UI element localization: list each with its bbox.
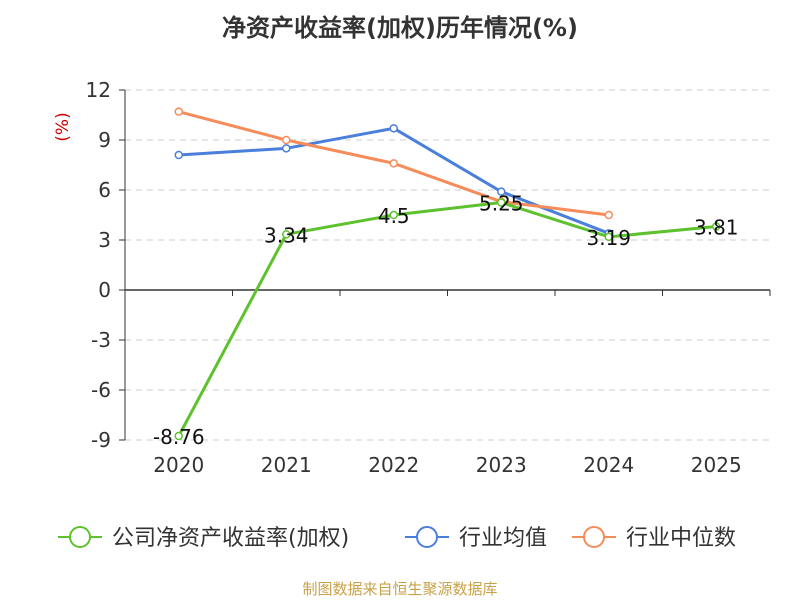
series-point <box>497 198 506 207</box>
series-point <box>389 159 398 168</box>
y-tick-label: 3 <box>98 228 111 252</box>
x-tick-label: 2020 <box>153 453 204 477</box>
footer-source: 制图数据来自恒生聚源数据库 <box>302 580 498 598</box>
x-tick-label: 2022 <box>368 453 419 477</box>
legend-marker-icon <box>583 526 605 548</box>
series-point <box>282 144 291 153</box>
axis-layer: 12 9 6 3 0 -3 -6 -9 2020 2021 2022 2023 2024 2025 <box>86 78 771 477</box>
legend-label: 公司净资产收益率(加权) <box>112 526 349 551</box>
y-tick-label: 0 <box>98 278 111 302</box>
series-point <box>389 210 398 220</box>
series-point <box>604 232 613 242</box>
series-point <box>282 230 291 239</box>
series-point <box>497 187 506 196</box>
x-tick-label: 2024 <box>583 453 634 477</box>
series-point <box>174 150 183 160</box>
y-tick-label: 9 <box>98 128 111 152</box>
grid-layer <box>125 89 770 441</box>
legend-label: 行业均值 <box>459 526 547 551</box>
series-point <box>174 431 183 441</box>
series-point <box>712 222 721 231</box>
chart-title: 净资产收益率(加权)历年情况(%) <box>222 14 578 42</box>
x-tick-label: 2021 <box>261 453 312 477</box>
legend-item[interactable]: 行业中位数 <box>572 526 736 551</box>
y-tick-label: 6 <box>98 178 111 202</box>
legend-marker-icon <box>69 526 91 548</box>
series-point <box>604 210 613 220</box>
y-tick-label: 12 <box>86 78 111 102</box>
x-tick-label: 2025 <box>691 453 742 477</box>
legend-item[interactable]: 行业均值 <box>405 526 547 551</box>
y-axis-label: (%) <box>53 112 73 141</box>
legend-label: 行业中位数 <box>626 526 736 551</box>
series-point <box>174 107 183 116</box>
y-tick-label: -9 <box>91 428 111 452</box>
data-label: 5.25 <box>479 192 524 216</box>
data-label-layer: -8.76 3.34 4.5 5.25 3.19 3.81 <box>153 192 739 450</box>
data-label: 3.81 <box>694 216 739 240</box>
series-point <box>389 124 398 133</box>
data-label: 3.19 <box>586 226 631 250</box>
data-label: 3.34 <box>264 223 309 247</box>
data-label: -8.76 <box>153 425 205 449</box>
series-point <box>282 135 291 145</box>
series-layer <box>174 107 721 441</box>
data-label: 4.5 <box>378 204 410 228</box>
legend-item[interactable]: 公司净资产收益率(加权) <box>58 526 349 551</box>
y-tick-label: -3 <box>91 328 111 352</box>
legend-marker-icon <box>416 526 438 548</box>
y-tick-label: -6 <box>91 378 111 402</box>
x-tick-label: 2023 <box>476 453 527 477</box>
legend: 公司净资产收益率(加权) 行业均值 行业中位数 <box>58 526 736 551</box>
series-line <box>177 201 717 437</box>
